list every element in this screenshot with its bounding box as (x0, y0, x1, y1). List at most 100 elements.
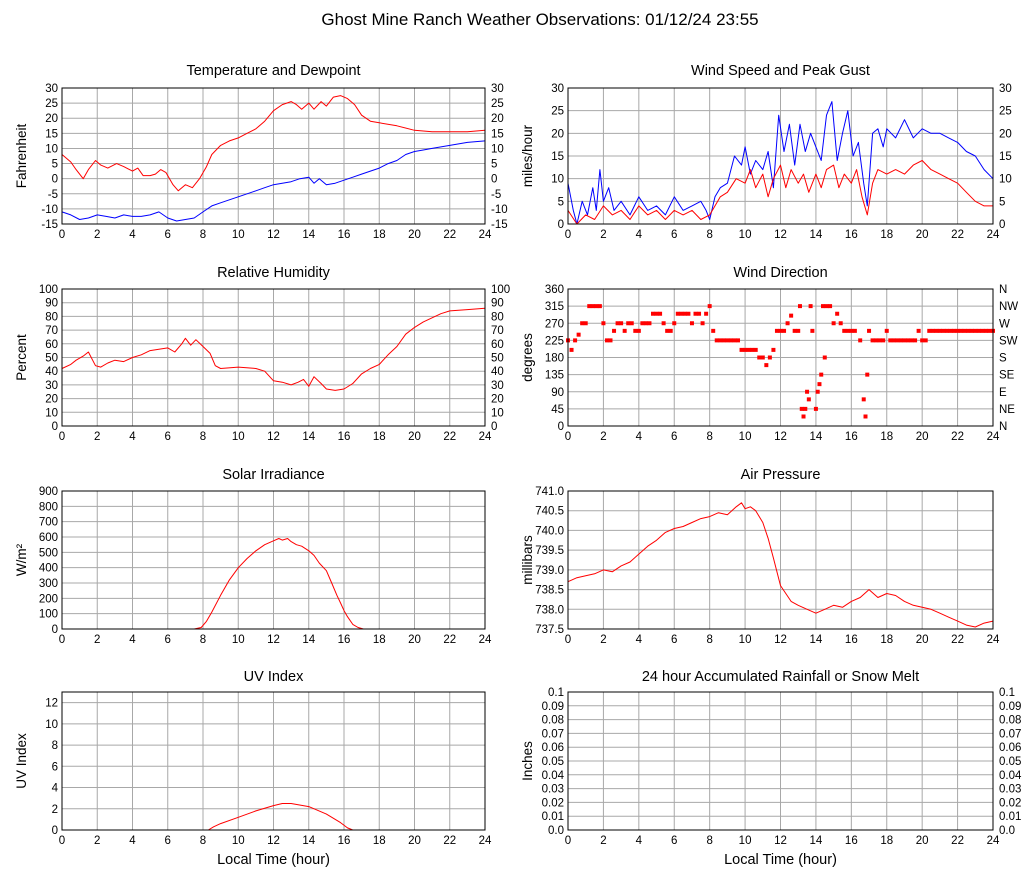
rain-frame (567, 691, 994, 831)
rain-title: 24 hour Accumulated Rainfall or Snow Mel… (642, 669, 919, 685)
dir-point (643, 321, 648, 326)
dir-right-tick-label: NW (999, 301, 1018, 313)
dir-ytick-label: 90 (551, 387, 564, 399)
press-xtick-label: 16 (845, 634, 858, 646)
dir-point (679, 311, 684, 316)
dir-frame (567, 288, 994, 427)
dir-point (934, 328, 939, 333)
temp-ytick-label: 15 (45, 128, 58, 140)
rain-ytick-label: 0.08 (542, 715, 564, 727)
rh-right-tick-label: 60 (491, 339, 504, 351)
dir-point (808, 304, 813, 309)
temp-xtick-label: 0 (59, 229, 65, 241)
uv-xtick-label: 0 (59, 835, 65, 847)
uv-frame (61, 691, 486, 831)
rh-ytick-label: 100 (39, 284, 58, 296)
dir-point (983, 328, 988, 333)
uv-xtick-label: 20 (408, 835, 421, 847)
temp-xtick-label: 2 (94, 229, 100, 241)
rain-right-tick-label: 0.07 (999, 728, 1021, 740)
press-frame (567, 490, 994, 630)
temp-right-tick-label: 0 (491, 174, 497, 186)
dir-ytick-label: 225 (545, 335, 564, 347)
dir-point (714, 338, 719, 343)
dir-point (697, 311, 702, 316)
dir-point (987, 328, 992, 333)
uv-ytick-label: 0 (52, 825, 58, 837)
temp-right-tick-label: -5 (491, 189, 501, 201)
rh-frame (61, 288, 486, 427)
rain-right-tick-label: 0.1 (999, 687, 1015, 699)
dir-point (626, 321, 631, 326)
temp-ytick-label: 25 (45, 98, 58, 110)
dir-right-tick-label: N (999, 284, 1007, 296)
solar-frame (61, 490, 486, 630)
dir-point (948, 328, 953, 333)
press-xtick-label: 14 (810, 634, 823, 646)
uv-xtick-label: 24 (479, 835, 492, 847)
dir-xtick-label: 14 (810, 431, 823, 443)
dir-point (838, 321, 843, 326)
uv-ylabel: UV Index (14, 733, 29, 789)
rain-xtick-label: 16 (845, 835, 858, 847)
dir-point (601, 321, 606, 326)
wind-grid (568, 88, 993, 224)
temp-xtick-label: 10 (232, 229, 245, 241)
wind-right-tick-label: 25 (999, 106, 1012, 118)
dir-point (633, 328, 638, 333)
dir-point (952, 328, 957, 333)
temp-ytick-label: -15 (41, 219, 58, 231)
rh-right-tick-label: 40 (491, 366, 504, 378)
rain-xtick-label: 24 (987, 835, 1000, 847)
dir-right-tick-label: SW (999, 335, 1018, 347)
uv-xtick-label: 18 (373, 835, 386, 847)
press-ytick-label: 740.0 (535, 525, 564, 537)
dir-right-tick-label: W (999, 318, 1010, 330)
dir-point (725, 338, 730, 343)
dir-point (604, 338, 609, 343)
dir-point (711, 328, 716, 333)
dir-point (881, 338, 886, 343)
wind-xtick-label: 6 (671, 229, 677, 241)
dir-point (806, 397, 811, 402)
dir-xtick-label: 16 (845, 431, 858, 443)
dir-ytick-label: 180 (545, 353, 564, 365)
dir-point (615, 321, 620, 326)
uv-ytick-label: 6 (52, 761, 58, 773)
dir-point (672, 321, 677, 326)
rain-xtick-label: 0 (565, 835, 571, 847)
solar-ytick-label: 400 (39, 563, 58, 575)
temp-right-tick-label: 20 (491, 113, 504, 125)
rain-ytick-label: 0.05 (542, 756, 564, 768)
solar-ytick-label: 800 (39, 501, 58, 513)
dir-point (865, 372, 870, 377)
temp-ytick-label: 5 (52, 159, 58, 171)
dir-point (721, 338, 726, 343)
solar-title: Solar Irradiance (222, 467, 324, 483)
dir-point (913, 338, 918, 343)
solar-xtick-label: 22 (443, 634, 456, 646)
solar-series-line-0 (62, 538, 485, 630)
rain-right-tick-label: 0.05 (999, 756, 1021, 768)
rh-series-line-0 (61, 307, 486, 391)
rh-ytick-label: 20 (45, 394, 58, 406)
dir-point (813, 406, 818, 411)
dir-point (743, 347, 748, 352)
dir-title: Wind Direction (733, 265, 827, 281)
wind-right-tick-label: 20 (999, 128, 1012, 140)
dir-point (870, 338, 875, 343)
press-ytick-label: 741.0 (535, 486, 564, 498)
uv-ytick-label: 12 (45, 698, 58, 710)
dir-point (778, 328, 783, 333)
press-xtick-label: 8 (706, 634, 712, 646)
solar-xtick-label: 6 (165, 634, 171, 646)
dir-point (640, 321, 645, 326)
dir-right-tick-label: N (999, 421, 1007, 433)
wind-xtick-label: 4 (636, 229, 643, 241)
dir-point (801, 414, 806, 419)
dir-point (831, 321, 836, 326)
dir-point (891, 338, 896, 343)
rh-right-tick-label: 80 (491, 311, 504, 323)
